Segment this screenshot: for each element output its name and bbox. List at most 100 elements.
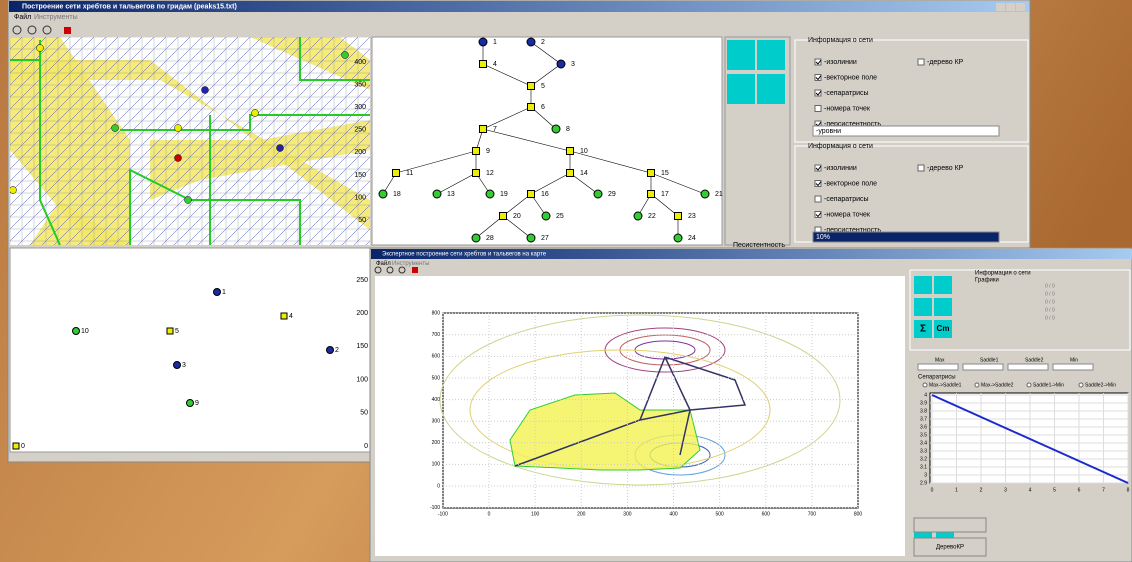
grid-line <box>29 37 239 245</box>
dropdown-value: 10% <box>816 234 830 241</box>
tree-node <box>526 37 536 47</box>
point-label: 2 <box>335 347 339 354</box>
tree-edge <box>530 106 557 130</box>
checkbox[interactable] <box>917 58 925 66</box>
window-controls[interactable] <box>996 3 1025 11</box>
grid-line <box>281 156 370 245</box>
tree-node <box>700 189 710 199</box>
point <box>12 442 20 450</box>
tree-node <box>432 189 442 199</box>
y-tick-label: 0 <box>437 483 440 489</box>
checkbox[interactable] <box>814 164 822 172</box>
button-label[interactable]: ДеревоКР <box>936 545 964 551</box>
y-tick-label: 800 <box>432 311 441 317</box>
tree-node-label: 1 <box>493 39 497 46</box>
radio[interactable] <box>1078 382 1084 388</box>
y-tick-label: 250 <box>356 277 368 284</box>
tree-node <box>378 189 388 199</box>
y-tick-label: 400 <box>354 59 366 66</box>
menu-item[interactable]: Инструменты <box>392 261 429 267</box>
y-tick-label: 3.2 <box>920 456 927 462</box>
grid-line <box>10 37 191 218</box>
y-tick-label: 50 <box>360 410 368 417</box>
tree-node-label: 16 <box>541 191 549 198</box>
checkbox[interactable] <box>814 74 822 81</box>
y-tick-label: 3.5 <box>920 432 927 438</box>
radio[interactable] <box>1026 382 1032 388</box>
checkbox[interactable] <box>917 164 925 172</box>
nav-buttons[interactable] <box>913 517 987 557</box>
dropdown[interactable] <box>812 125 1000 137</box>
y-tick-label: 2.9 <box>920 480 927 486</box>
tree-node <box>472 147 480 155</box>
grid-line <box>221 96 370 245</box>
menu-item[interactable]: Файл <box>14 13 31 21</box>
y-tick-label: 300 <box>432 419 441 425</box>
input[interactable] <box>1052 363 1094 371</box>
radio-label: Saddle1->Min <box>1033 382 1064 388</box>
tree-node-label: 10 <box>580 148 588 155</box>
tree-node-label: 19 <box>500 191 508 198</box>
input[interactable] <box>917 363 959 371</box>
ridge-line <box>120 114 370 131</box>
tree-edge <box>530 63 562 87</box>
checkbox-label: -сепаратрисы <box>824 196 869 203</box>
tool-buttons[interactable] <box>727 40 785 104</box>
x-tick-label: 400 <box>669 511 678 517</box>
grid-line <box>305 180 370 245</box>
tree-node <box>499 212 507 220</box>
tree-node-label: 25 <box>556 213 564 220</box>
tree-node <box>527 190 535 198</box>
checkbox[interactable] <box>814 195 822 203</box>
tree-node <box>527 103 535 111</box>
button-label[interactable]: Σ <box>920 324 926 335</box>
menu-item[interactable]: Файл <box>376 260 391 267</box>
tree-node <box>541 211 551 221</box>
grid-line <box>317 192 370 245</box>
y-tick-label: 250 <box>354 127 366 134</box>
ridge-line <box>299 37 370 81</box>
tree-node-label: 4 <box>493 61 497 68</box>
button-label[interactable]: Cm <box>937 324 950 333</box>
grid-line <box>149 37 359 245</box>
tool-panel <box>724 36 791 246</box>
grid-line <box>10 37 119 146</box>
column-label: Max <box>935 357 945 363</box>
checkbox[interactable] <box>814 180 822 187</box>
checkbox[interactable] <box>814 89 822 97</box>
y-tick-label: 100 <box>356 376 368 383</box>
grid-line <box>77 37 287 245</box>
points-panel <box>9 247 371 453</box>
toolbar[interactable] <box>374 266 418 274</box>
grid-line <box>41 37 251 245</box>
tree-node <box>485 189 495 199</box>
input[interactable] <box>1007 363 1049 371</box>
checkbox[interactable] <box>814 105 822 112</box>
input[interactable] <box>962 363 1004 371</box>
tool-buttons[interactable] <box>914 276 952 338</box>
tree-node-label: 12 <box>486 170 494 177</box>
radio[interactable] <box>974 382 980 388</box>
radio[interactable] <box>922 382 928 388</box>
toolbar[interactable] <box>12 25 71 35</box>
tree-edge <box>530 172 571 195</box>
x-tick-label: 200 <box>577 511 586 517</box>
tree-node <box>673 233 683 243</box>
tree-node <box>472 169 480 177</box>
point <box>166 327 174 335</box>
tree-node-label: 24 <box>688 235 696 242</box>
line <box>931 394 1129 484</box>
checkbox-label: -векторное поле <box>824 74 877 81</box>
tree-node-label: 23 <box>688 213 696 220</box>
grid-line <box>10 37 71 98</box>
grid-line <box>101 37 311 245</box>
x-tick-label: 6 <box>1078 487 1081 493</box>
dropdown[interactable] <box>812 231 1000 243</box>
menu-item[interactable]: Инструменты <box>34 14 78 21</box>
checkbox[interactable] <box>814 211 822 218</box>
x-tick-label: 1 <box>955 487 958 493</box>
checkbox[interactable] <box>814 58 822 66</box>
x-tick-label: 7 <box>1102 487 1105 493</box>
column-label: Saddle1 <box>980 357 999 363</box>
